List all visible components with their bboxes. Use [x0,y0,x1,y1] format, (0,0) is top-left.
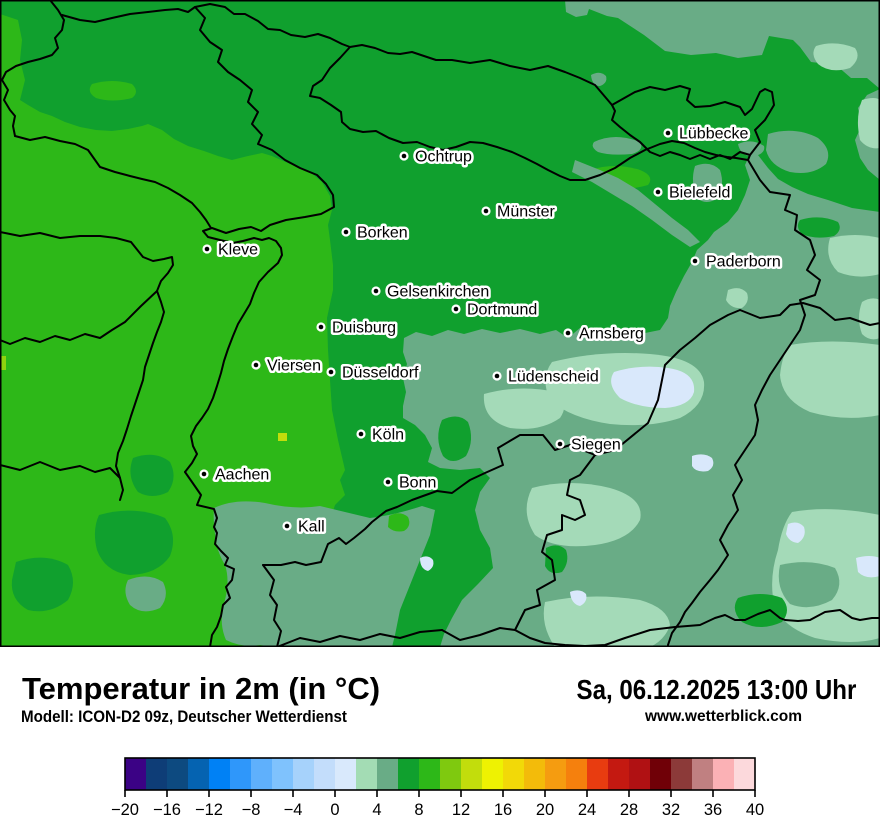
svg-text:Siegen: Siegen [571,437,621,454]
svg-text:Dortmund: Dortmund [467,302,537,319]
svg-text:12: 12 [452,801,470,819]
svg-text:0: 0 [330,801,339,819]
svg-text:36: 36 [704,801,722,819]
svg-text:−20: −20 [111,801,139,819]
svg-text:Gelsenkirchen: Gelsenkirchen [387,284,489,301]
svg-text:8: 8 [414,801,423,819]
svg-text:32: 32 [662,801,680,819]
svg-text:Paderborn: Paderborn [706,254,781,271]
svg-text:Borken: Borken [357,225,408,242]
svg-text:Viersen: Viersen [267,358,321,375]
svg-text:4: 4 [372,801,381,819]
svg-text:40: 40 [746,801,764,819]
svg-text:28: 28 [620,801,638,819]
svg-text:Münster: Münster [497,204,555,221]
svg-text:−4: −4 [284,801,303,819]
svg-text:Kall: Kall [298,519,325,536]
svg-text:Bielefeld: Bielefeld [669,185,730,202]
svg-text:Ochtrup: Ochtrup [415,149,472,166]
svg-text:−16: −16 [153,801,181,819]
svg-text:16: 16 [494,801,512,819]
svg-text:−8: −8 [242,801,261,819]
svg-text:Aachen: Aachen [215,467,269,484]
svg-text:Lüdenscheid: Lüdenscheid [508,369,599,386]
svg-text:24: 24 [578,801,596,819]
svg-text:Köln: Köln [372,427,404,444]
svg-text:−12: −12 [195,801,223,819]
svg-text:Düsseldorf: Düsseldorf [342,365,419,382]
svg-text:Kleve: Kleve [218,242,258,259]
svg-text:Duisburg: Duisburg [332,320,396,337]
svg-text:Bonn: Bonn [399,475,436,492]
svg-text:Lübbecke: Lübbecke [679,126,748,143]
svg-text:20: 20 [536,801,554,819]
svg-text:Arnsberg: Arnsberg [579,326,644,343]
